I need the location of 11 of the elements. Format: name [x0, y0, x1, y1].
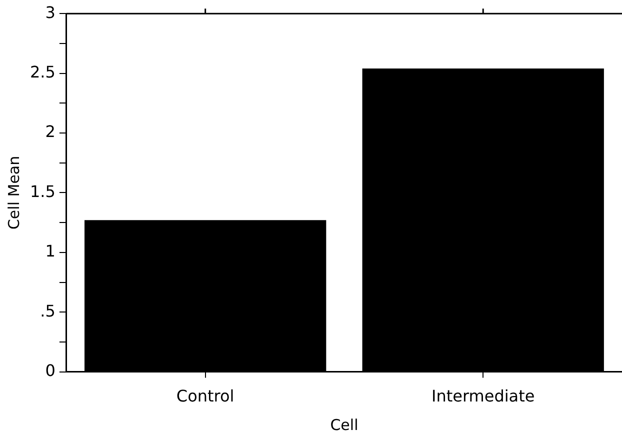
y-tick-label: 2.5: [30, 62, 56, 82]
x-tick-label: Control: [176, 386, 234, 406]
x-tick-label: Intermediate: [431, 386, 535, 406]
y-tick-label: .5: [40, 301, 56, 320]
y-tick-label: 2: [45, 122, 56, 142]
y-tick-label: 1.5: [30, 182, 56, 201]
y-tick-label: 3: [45, 2, 56, 22]
y-axis-title: Cell Mean: [4, 156, 23, 230]
y-tick-label: 1: [45, 242, 56, 261]
y-tick-label: 0: [45, 360, 56, 380]
x-axis-title: Cell: [330, 416, 358, 434]
